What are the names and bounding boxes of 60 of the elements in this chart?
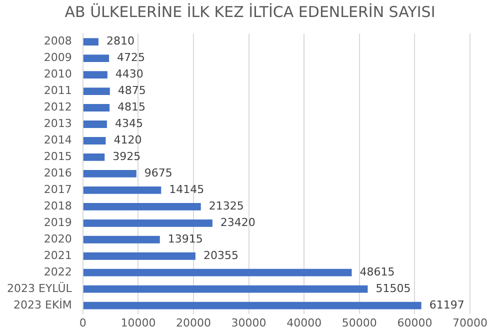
x-tick-label: 70000 bbox=[452, 316, 488, 330]
bar bbox=[83, 236, 160, 244]
data-label: 4815 bbox=[118, 100, 146, 114]
bar bbox=[83, 268, 352, 276]
y-tick-label: 2023 EKİM bbox=[14, 297, 72, 312]
data-label: 4725 bbox=[117, 51, 146, 64]
bar bbox=[83, 137, 106, 144]
data-label: 23420 bbox=[220, 216, 256, 230]
data-label: 4430 bbox=[115, 68, 144, 81]
y-tick-label: 2014 bbox=[44, 134, 72, 147]
y-tick-label: 2015 bbox=[44, 150, 72, 164]
data-label: 48615 bbox=[360, 265, 395, 278]
y-tick-label: 2011 bbox=[44, 84, 72, 98]
bar bbox=[83, 54, 110, 62]
x-tick-label: 10000 bbox=[120, 316, 156, 330]
x-tick-label: 0 bbox=[79, 316, 86, 330]
y-tick-label: 2016 bbox=[44, 166, 72, 180]
bar bbox=[83, 38, 98, 46]
data-label: 2810 bbox=[106, 34, 134, 48]
data-label: 20355 bbox=[203, 248, 238, 262]
bar bbox=[83, 71, 108, 79]
data-label: 13915 bbox=[168, 232, 203, 246]
y-tick-label: 2022 bbox=[44, 265, 72, 278]
y-tick-label: 2010 bbox=[44, 68, 72, 81]
data-label: 4875 bbox=[118, 84, 146, 98]
bar bbox=[83, 252, 196, 260]
x-tick-label: 20000 bbox=[176, 316, 212, 330]
y-tick-label: 2013 bbox=[44, 117, 72, 130]
x-tick-label: 60000 bbox=[397, 316, 432, 330]
bar bbox=[83, 120, 107, 128]
data-label: 9675 bbox=[144, 166, 172, 180]
x-tick-label: 30000 bbox=[231, 316, 266, 330]
bar bbox=[83, 154, 105, 161]
data-label: 3925 bbox=[112, 150, 141, 164]
y-tick-label: 2020 bbox=[44, 232, 72, 246]
y-tick-label: 2008 bbox=[44, 34, 72, 48]
y-tick-label: 2019 bbox=[44, 216, 72, 230]
bar bbox=[83, 170, 136, 178]
bar bbox=[83, 202, 201, 210]
y-tick-label: 2009 bbox=[44, 51, 72, 64]
y-tick-label: 2018 bbox=[44, 200, 72, 213]
data-label: 14145 bbox=[169, 183, 204, 196]
data-label: 21325 bbox=[208, 200, 244, 213]
chart-title: AB ÜLKELERİNE İLK KEZ İLTİCA EDENLERİN SAYISI bbox=[64, 2, 436, 23]
y-tick-label: 2017 bbox=[44, 183, 72, 196]
y-tick-label: 2023 EYLÜL bbox=[7, 280, 73, 295]
x-tick-label: 40000 bbox=[286, 316, 322, 330]
bar bbox=[83, 219, 212, 227]
bar bbox=[83, 302, 422, 310]
y-tick-label: 2012 bbox=[44, 100, 72, 114]
bar bbox=[83, 104, 110, 112]
y-tick-label: 2021 bbox=[44, 248, 72, 262]
bar bbox=[83, 88, 110, 95]
bar bbox=[83, 285, 368, 293]
data-label: 4120 bbox=[114, 134, 142, 147]
x-tick-label: 50000 bbox=[342, 316, 377, 330]
data-label: 4345 bbox=[114, 117, 143, 130]
data-label: 61197 bbox=[429, 298, 464, 312]
data-label: 51505 bbox=[376, 282, 411, 295]
bar bbox=[83, 186, 162, 194]
